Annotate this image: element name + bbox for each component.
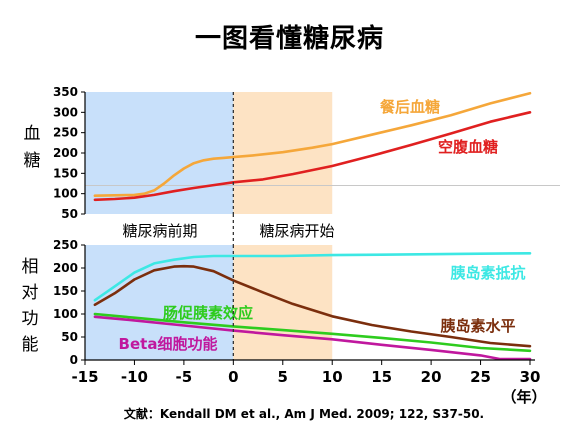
phase-label: 糖尿病前期	[122, 222, 197, 240]
series-line-0	[93, 252, 532, 302]
series-line-1	[93, 264, 532, 348]
y-tick-label: 100	[53, 187, 78, 201]
y-tick-label: 350	[53, 85, 78, 99]
y-axis-label-char: 功	[22, 309, 39, 329]
y-axis-label-char: 对	[22, 283, 39, 303]
y-tick-label: 50	[61, 207, 78, 221]
page-title: 一图看懂糖尿病	[194, 24, 384, 54]
y-tick-label: 250	[53, 238, 78, 252]
x-axis: -15 -10 -5 0 5 10 15 20 25 30	[71, 359, 541, 386]
x-tick-label: 25	[470, 368, 491, 386]
y-axis-label-char: 能	[22, 335, 39, 355]
citation: 文献：Kendall DM et al., Am J Med. 2009; 12…	[124, 406, 484, 421]
series-line-3	[93, 315, 532, 361]
x-tick-label: 30	[520, 368, 541, 386]
y-tick-label: 150	[53, 284, 78, 298]
x-tick-label: -10	[121, 368, 148, 386]
series-label: 肠促胰素效应	[163, 304, 253, 322]
series-label: 餐后血糖	[380, 98, 440, 116]
y-axis-label-char: 相	[22, 257, 39, 277]
y-tick-label: 150	[53, 166, 78, 180]
x-tick-label: -5	[176, 368, 193, 386]
series-line-2	[93, 312, 532, 353]
x-tick-label: 20	[421, 368, 442, 386]
x-tick-label: 5	[278, 368, 288, 386]
x-tick-label: 15	[371, 368, 392, 386]
series-label: 胰岛素抵抗	[450, 264, 525, 282]
x-axis-unit: （年）	[501, 388, 546, 406]
series-line-0	[93, 91, 532, 197]
series-label: Beta细胞功能	[119, 335, 218, 353]
y-tick-label: 250	[53, 126, 78, 140]
phase-band-0	[85, 245, 234, 360]
x-tick-label: 10	[322, 368, 343, 386]
phase-band-1	[233, 245, 333, 360]
y-tick-label: 0	[70, 353, 78, 367]
x-tick-label: 0	[228, 368, 238, 386]
series-label: 胰岛素水平	[440, 317, 515, 335]
phase-label: 糖尿病开始	[259, 222, 334, 240]
y-tick-label: 50	[61, 330, 78, 344]
series-line-1	[93, 111, 532, 202]
y-tick-label: 200	[53, 146, 78, 160]
x-tick-label: -15	[71, 368, 98, 386]
y-tick-label: 200	[53, 261, 78, 275]
y-axis-label-char: 血	[24, 124, 41, 144]
series-label: 空腹血糖	[438, 138, 498, 156]
y-tick-label: 100	[53, 307, 78, 321]
y-axis-label-char: 糖	[24, 151, 41, 171]
y-tick-label: 300	[53, 105, 78, 119]
